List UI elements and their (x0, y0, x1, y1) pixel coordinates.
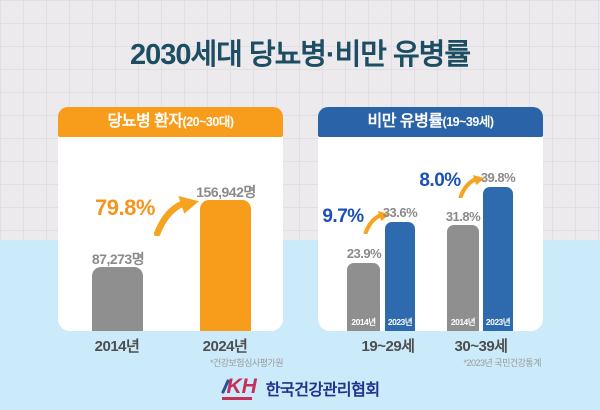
diabetes-2024-value: 156,942명 (196, 184, 256, 200)
diabetes-panel-header: 당뇨병 환자(20~30대) (58, 107, 283, 137)
obesity-g2-bar-2023 (483, 187, 513, 331)
obesity-g1-bar-2014-year: 2014년 (351, 317, 376, 327)
growth-arrow-icon (153, 196, 199, 236)
diabetes-axis-2014: 2014년 (94, 338, 140, 355)
obesity-g1-bar-2023-year: 2023년 (387, 317, 413, 327)
kh-logo: KH (220, 374, 258, 400)
obesity-axis-g2: 30~39세 (454, 338, 508, 355)
obesity-source-footnote: *2023년 국민건강통계 (463, 358, 542, 368)
obesity-g1-bar-2023 (385, 222, 415, 331)
diabetes-2014-value: 87,273명 (91, 251, 145, 267)
kh-logo-underline (222, 397, 253, 400)
page-title: 2030세대 당뇨병·비만 유병률 (129, 39, 471, 71)
diabetes-axis-2024: 2024년 (202, 338, 248, 355)
diabetes-header-text: 당뇨병 환자 (107, 113, 184, 130)
obesity-g2-2023-value: 39.8% (480, 170, 516, 185)
diabetes-source-footnote: *건강보험심사평가원 (209, 358, 284, 368)
obesity-g2-change-percent: 8.0% (419, 170, 461, 191)
obesity-g1-change-percent: 9.7% (322, 206, 364, 227)
obesity-g1-bar-2014 (347, 263, 380, 331)
organization-name: 한국건강관리협회 (265, 382, 380, 399)
diabetes-header-age-range: (20~30대) (182, 115, 234, 129)
footer: KH 한국건강관리협회 (0, 374, 600, 402)
obesity-g1-2023-value: 33.6% (382, 205, 418, 220)
obesity-g2-2014-value: 31.8% (445, 209, 481, 224)
obesity-g2-bar-2023-year: 2023년 (485, 317, 511, 327)
diabetes-bar-2014 (92, 267, 143, 331)
growth-arrow-icon (458, 175, 485, 198)
growth-arrow-icon (363, 211, 390, 234)
obesity-header-age-range: (19~39세) (442, 115, 494, 129)
obesity-header-text: 비만 유병률 (367, 113, 444, 130)
obesity-axis-g1: 19~29세 (361, 338, 415, 355)
kh-logo-text: KH (226, 374, 257, 398)
diabetes-change-percent: 79.8% (95, 195, 155, 220)
obesity-g2-bar-2014-year: 2014년 (450, 317, 476, 327)
obesity-g1-2014-value: 23.9% (346, 246, 382, 261)
diabetes-bar-2024 (200, 200, 251, 331)
obesity-panel-header: 비만 유병률(19~39세) (318, 107, 543, 137)
obesity-g2-bar-2014 (447, 225, 479, 331)
